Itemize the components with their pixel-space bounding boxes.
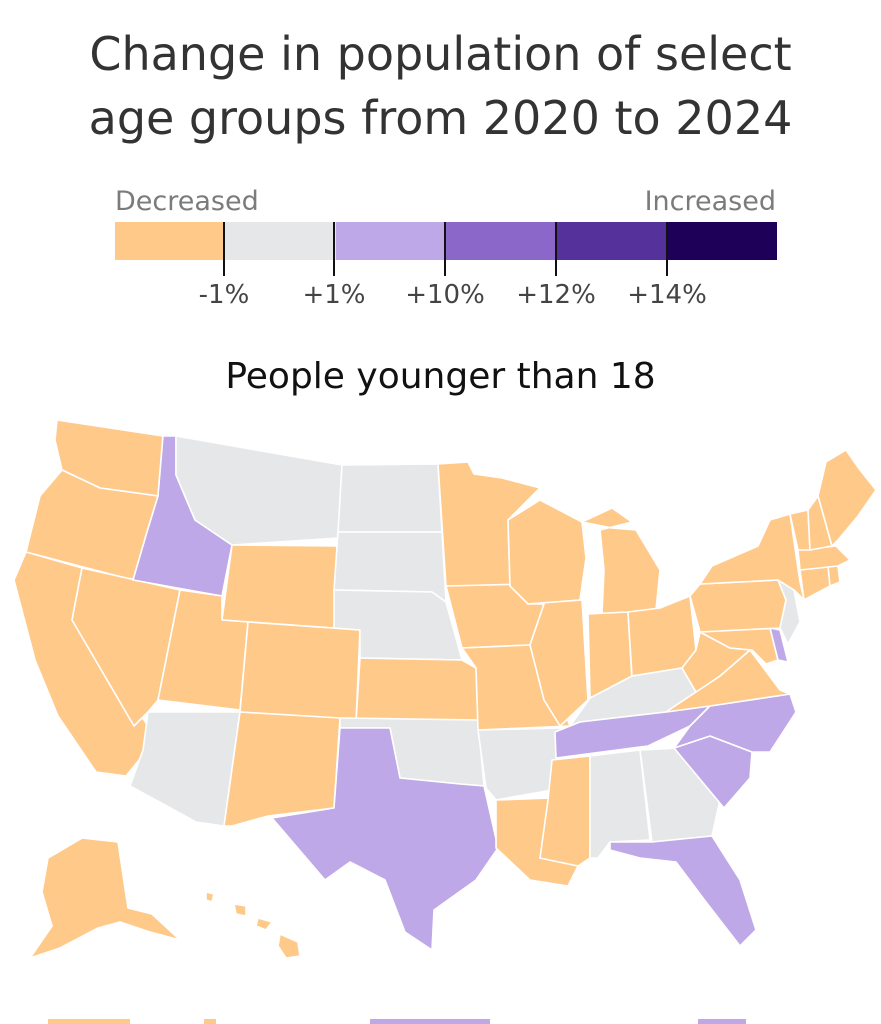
map-title: People younger than 18 <box>225 356 656 397</box>
next-map-edge <box>48 1019 130 1024</box>
title-line-1: Change in population of select <box>89 27 792 81</box>
state-ak <box>29 837 181 959</box>
state-il <box>527 599 589 727</box>
state-wi <box>507 499 587 605</box>
legend-tick <box>666 222 668 276</box>
state-nm <box>223 711 341 827</box>
legend-tick <box>223 222 225 276</box>
state-nd <box>337 463 443 533</box>
state-tx <box>271 727 499 951</box>
state-ri <box>827 565 841 587</box>
legend-tick <box>555 222 557 276</box>
state-ny <box>699 513 805 601</box>
state-wy <box>221 544 339 629</box>
state-ar <box>477 727 563 801</box>
legend-swatch-1-10 <box>335 222 446 260</box>
tick-label-plus-14: +14% <box>627 280 707 310</box>
state-ct <box>799 565 831 601</box>
tick-label-plus-12: +12% <box>516 280 596 310</box>
state-pa <box>689 579 787 633</box>
next-map-edge <box>204 1019 216 1024</box>
legend-low-label: Decreased <box>115 186 259 217</box>
tick-label-minus-1: -1% <box>198 280 250 310</box>
chart-title: Change in population of select age group… <box>0 22 881 150</box>
state-co <box>239 621 361 723</box>
color-scale-legend <box>115 222 777 260</box>
title-line-2: age groups from 2020 to 2024 <box>88 91 793 145</box>
legend-tick <box>444 222 446 276</box>
next-map-edge <box>370 1019 490 1024</box>
legend-swatch-10-12 <box>445 222 557 260</box>
next-map-edge <box>698 1019 746 1024</box>
tick-label-plus-10: +10% <box>405 280 485 310</box>
legend-swatch-12-14 <box>556 222 667 260</box>
state-mi <box>581 507 661 615</box>
legend-swatch-14-plus <box>666 222 777 260</box>
legend-high-label: Increased <box>644 186 776 217</box>
us-states-map <box>13 419 877 959</box>
state-me <box>817 449 877 547</box>
state-fl <box>609 835 757 947</box>
tick-label-plus-1: +1% <box>302 280 366 310</box>
state-hi <box>205 891 301 959</box>
state-az <box>129 711 241 827</box>
legend-swatch-little-change <box>225 222 336 260</box>
state-de <box>769 627 789 663</box>
legend-swatch-decreased <box>115 222 226 260</box>
legend-tick <box>333 222 335 276</box>
state-ks <box>355 657 479 723</box>
